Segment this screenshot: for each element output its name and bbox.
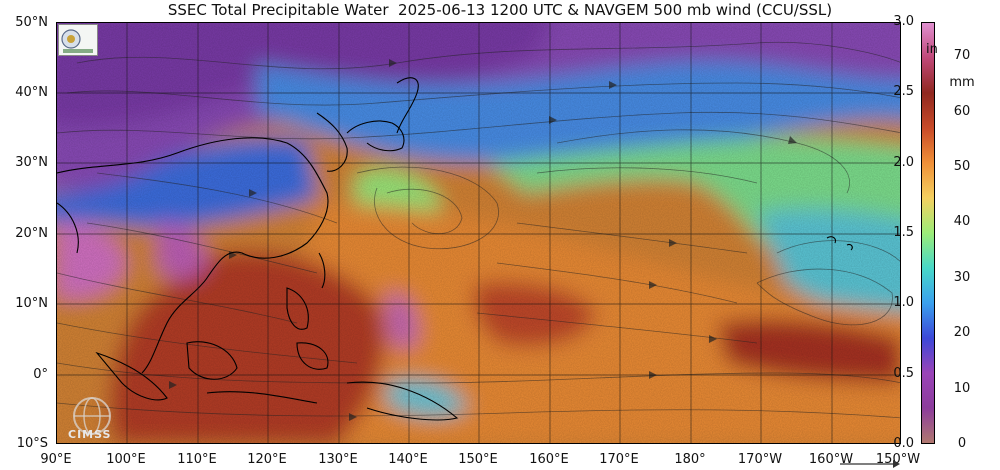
- lon-label-160e: 160°E: [529, 452, 569, 467]
- wind-scale-arrow-icon: [840, 460, 900, 468]
- graticule: [57, 23, 900, 443]
- colorbar-inch-tick: 1.0: [893, 295, 914, 311]
- cimss-logo: [64, 392, 128, 444]
- lon-label-160w: 160°W: [808, 452, 854, 467]
- colorbar-mm-tick: 30: [953, 269, 971, 285]
- wind-streamlines: [57, 41, 900, 419]
- colorbar-mm-tick: 60: [953, 103, 971, 119]
- colorbar-inch-tick: 3.0: [893, 14, 914, 29]
- lon-label-140e: 140°E: [388, 452, 428, 467]
- lat-label-10s: 10°S: [16, 436, 48, 451]
- lon-label-180: 180°: [674, 452, 706, 467]
- cimss-label: CIMSS: [68, 428, 112, 441]
- tpw-colorbar: [921, 22, 935, 444]
- page-title: SSEC Total Precipitable Water 2025-06-13…: [167, 1, 833, 19]
- lon-label-100e: 100°E: [106, 452, 146, 467]
- lon-label-110e: 110°E: [177, 452, 217, 467]
- lon-label-90e: 90°E: [40, 452, 72, 467]
- tpw-map[interactable]: [56, 22, 901, 444]
- colorbar-mm-tick: 70: [953, 48, 971, 64]
- agency-logo: [58, 24, 98, 56]
- lat-label-20n: 20°N: [15, 226, 48, 241]
- lon-label-170w: 170°W: [737, 452, 783, 467]
- colorbar-mm-tick: 10: [953, 380, 971, 396]
- lat-label-40n: 40°N: [15, 85, 48, 100]
- lat-label-50n: 50°N: [15, 15, 48, 30]
- colorbar-mm-tick: 20: [953, 325, 971, 341]
- colorbar-inch-tick: 0.5: [893, 365, 914, 381]
- lat-label-30n: 30°N: [15, 155, 48, 170]
- colorbar-inch-tick: 0.0: [893, 436, 914, 451]
- lon-label-170e: 170°E: [599, 452, 639, 467]
- colorbar-mm-tick: 50: [953, 159, 971, 175]
- lon-label-150w: 150°W: [875, 452, 921, 467]
- globe-icon: [73, 397, 111, 435]
- lon-label-150e: 150°E: [458, 452, 498, 467]
- colorbar-mm-tick: 0: [957, 436, 967, 451]
- lon-label-130e: 130°E: [318, 452, 358, 467]
- agency-emblem-icon: [61, 29, 93, 53]
- colorbar-mm-tick: 40: [953, 214, 971, 230]
- tpw-map-canvas: [57, 23, 900, 443]
- colorbar-unit-inches: in: [926, 42, 938, 57]
- lat-label-10n: 10°N: [15, 296, 48, 311]
- colorbar-unit-mm: mm: [949, 75, 975, 90]
- coastlines: [57, 77, 853, 421]
- lat-label-equator: 0°: [33, 367, 48, 382]
- colorbar-inch-tick: 2.0: [893, 154, 914, 170]
- lon-label-120e: 120°E: [247, 452, 287, 467]
- wind-arrowheads: [169, 59, 797, 421]
- colorbar-inch-tick: 2.5: [893, 84, 914, 100]
- colorbar-inch-tick: 1.5: [893, 225, 914, 240]
